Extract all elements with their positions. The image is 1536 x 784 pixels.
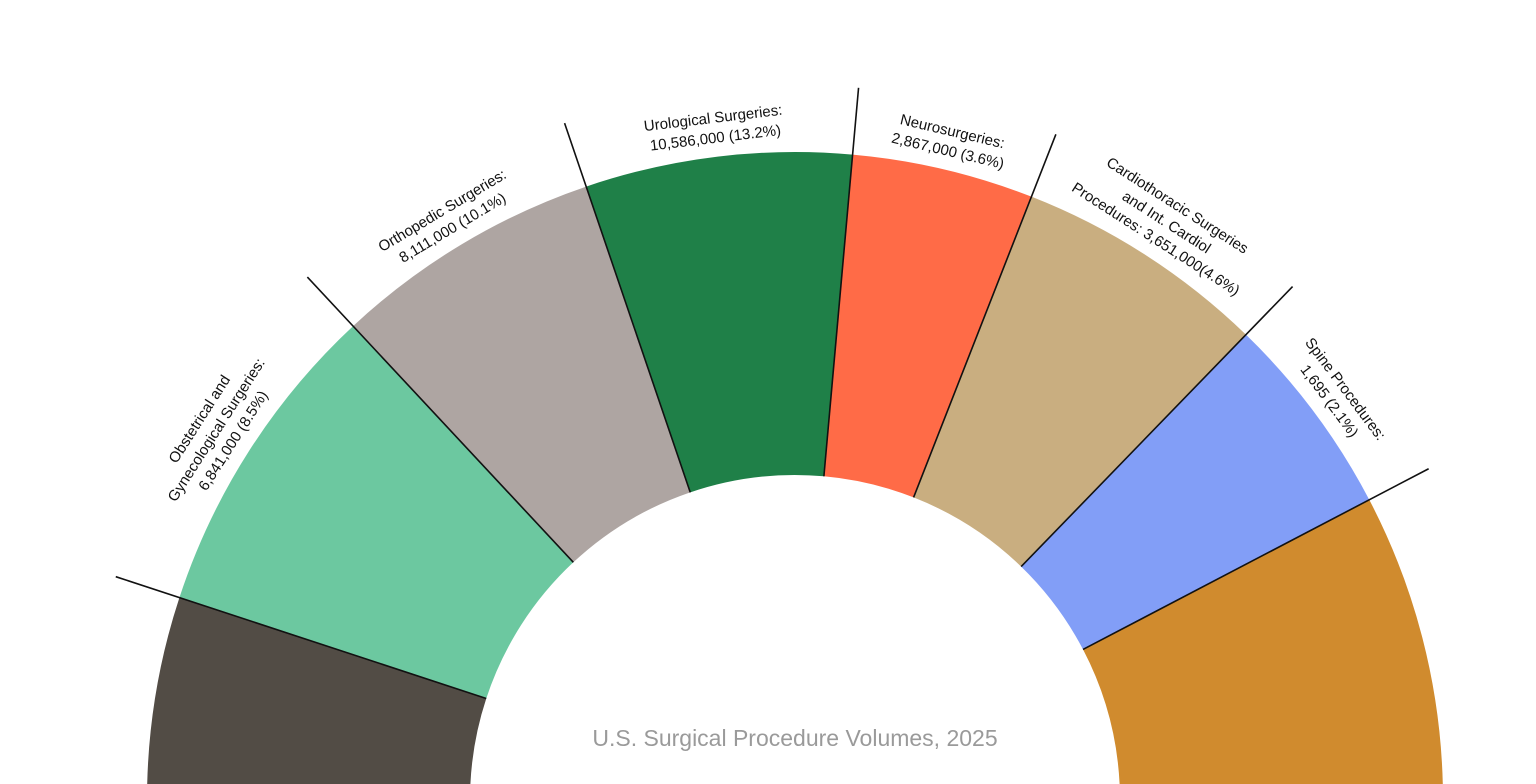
segment-orthopedic-surgeries (353, 186, 691, 563)
divider-line (563, 122, 692, 493)
segments (147, 151, 1443, 784)
segment-label: Urological Surgeries:10,586,000 (13.2%) (643, 102, 783, 155)
divider-line (306, 276, 574, 563)
segment-cardiothoracic-surgeries-and-int-cardiol-procedures (913, 196, 1246, 567)
divider-line (1020, 285, 1294, 568)
divider-line (912, 134, 1057, 498)
segment-unlabeled-0 (147, 597, 487, 784)
divider-line (115, 575, 487, 700)
segment-obstetrical-and-gynecological-surgeries (179, 326, 574, 699)
segment-unlabeled-7 (1083, 499, 1443, 784)
segment-neurosurgeries (823, 154, 1032, 498)
segment-urological-surgeries (586, 151, 853, 493)
chart-title: U.S. Surgical Procedure Volumes, 2025 (592, 725, 997, 751)
divider-lines (115, 87, 1430, 700)
segment-spine-procedures (1021, 334, 1370, 650)
divider-line (823, 87, 860, 477)
divider-line (1082, 468, 1430, 651)
